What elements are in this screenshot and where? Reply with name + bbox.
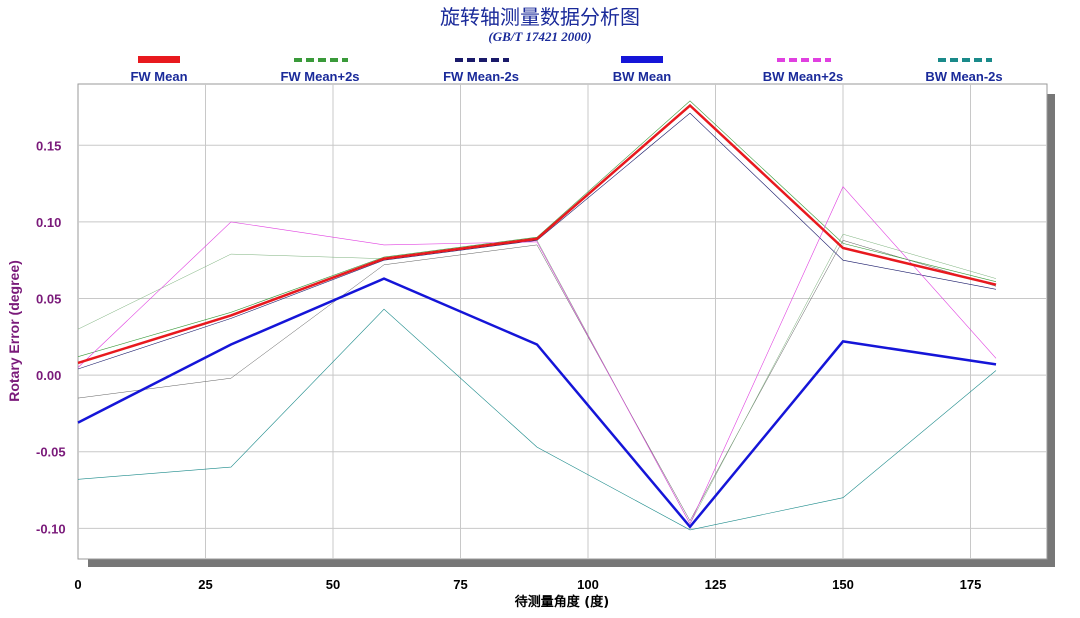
series-line-bw-mean-2s: [77, 186, 997, 525]
x-tick-label: 0: [74, 577, 81, 592]
x-tick-label: 100: [577, 577, 599, 592]
y-tick-label: -0.10: [36, 521, 66, 536]
legend-label-bw-mean: BW Mean: [613, 69, 672, 84]
legend-label-fw-mean-2s: FW Mean-2s: [443, 69, 519, 84]
series-line-fw-mean: [77, 103, 997, 365]
x-tick-label: 75: [453, 577, 467, 592]
chart-legend: FW Mean FW Mean+2s FW Mean-2s BW Mean BW Mea…: [130, 56, 1003, 84]
y-tick-label: 0.05: [36, 292, 61, 307]
y-tick-label: 0.00: [36, 368, 61, 383]
plot-shadow-right: [1047, 94, 1055, 566]
y-axis-ticks: -0.10 -0.05 0.00 0.05 0.10 0.15: [36, 138, 66, 536]
x-axis-ticks: 0 25 50 75 100 125 150 175: [74, 577, 981, 592]
plot-shadow-bottom: [88, 559, 1055, 567]
plot-area: [77, 83, 1048, 560]
y-axis-label: Rotary Error (degree): [6, 260, 22, 402]
y-tick-label: 0.15: [36, 138, 61, 153]
grid-lines: [78, 84, 1047, 559]
x-tick-label: 50: [326, 577, 340, 592]
chart-title: 旋转轴测量数据分析图: [440, 5, 640, 29]
series-line-aux-6: [77, 240, 997, 522]
legend-label-bw-mean-2s: BW Mean-2s: [925, 69, 1002, 84]
x-tick-label: 125: [705, 577, 727, 592]
legend-label-fw-mean-2s: FW Mean+2s: [280, 69, 359, 84]
series-line-bw-mean: [77, 277, 997, 529]
y-tick-label: -0.05: [36, 445, 66, 460]
chart-subtitle: (GB/T 17421 2000): [488, 29, 591, 44]
x-axis-label: 待测量角度 (度): [514, 594, 609, 610]
y-tick-label: 0.10: [36, 215, 61, 230]
series-line-fw-mean-2s: [77, 112, 997, 370]
legend-label-fw-mean: FW Mean: [130, 69, 187, 84]
legend-label-bw-mean-2s: BW Mean+2s: [763, 69, 844, 84]
legend-swatch-fw-mean: [138, 56, 180, 63]
series-layer: [77, 100, 997, 531]
legend-swatch-bw-mean: [621, 56, 663, 63]
x-tick-label: 150: [832, 577, 854, 592]
series-line-bw-mean-2s: [77, 308, 997, 531]
x-tick-label: 25: [198, 577, 212, 592]
x-tick-label: 175: [960, 577, 982, 592]
